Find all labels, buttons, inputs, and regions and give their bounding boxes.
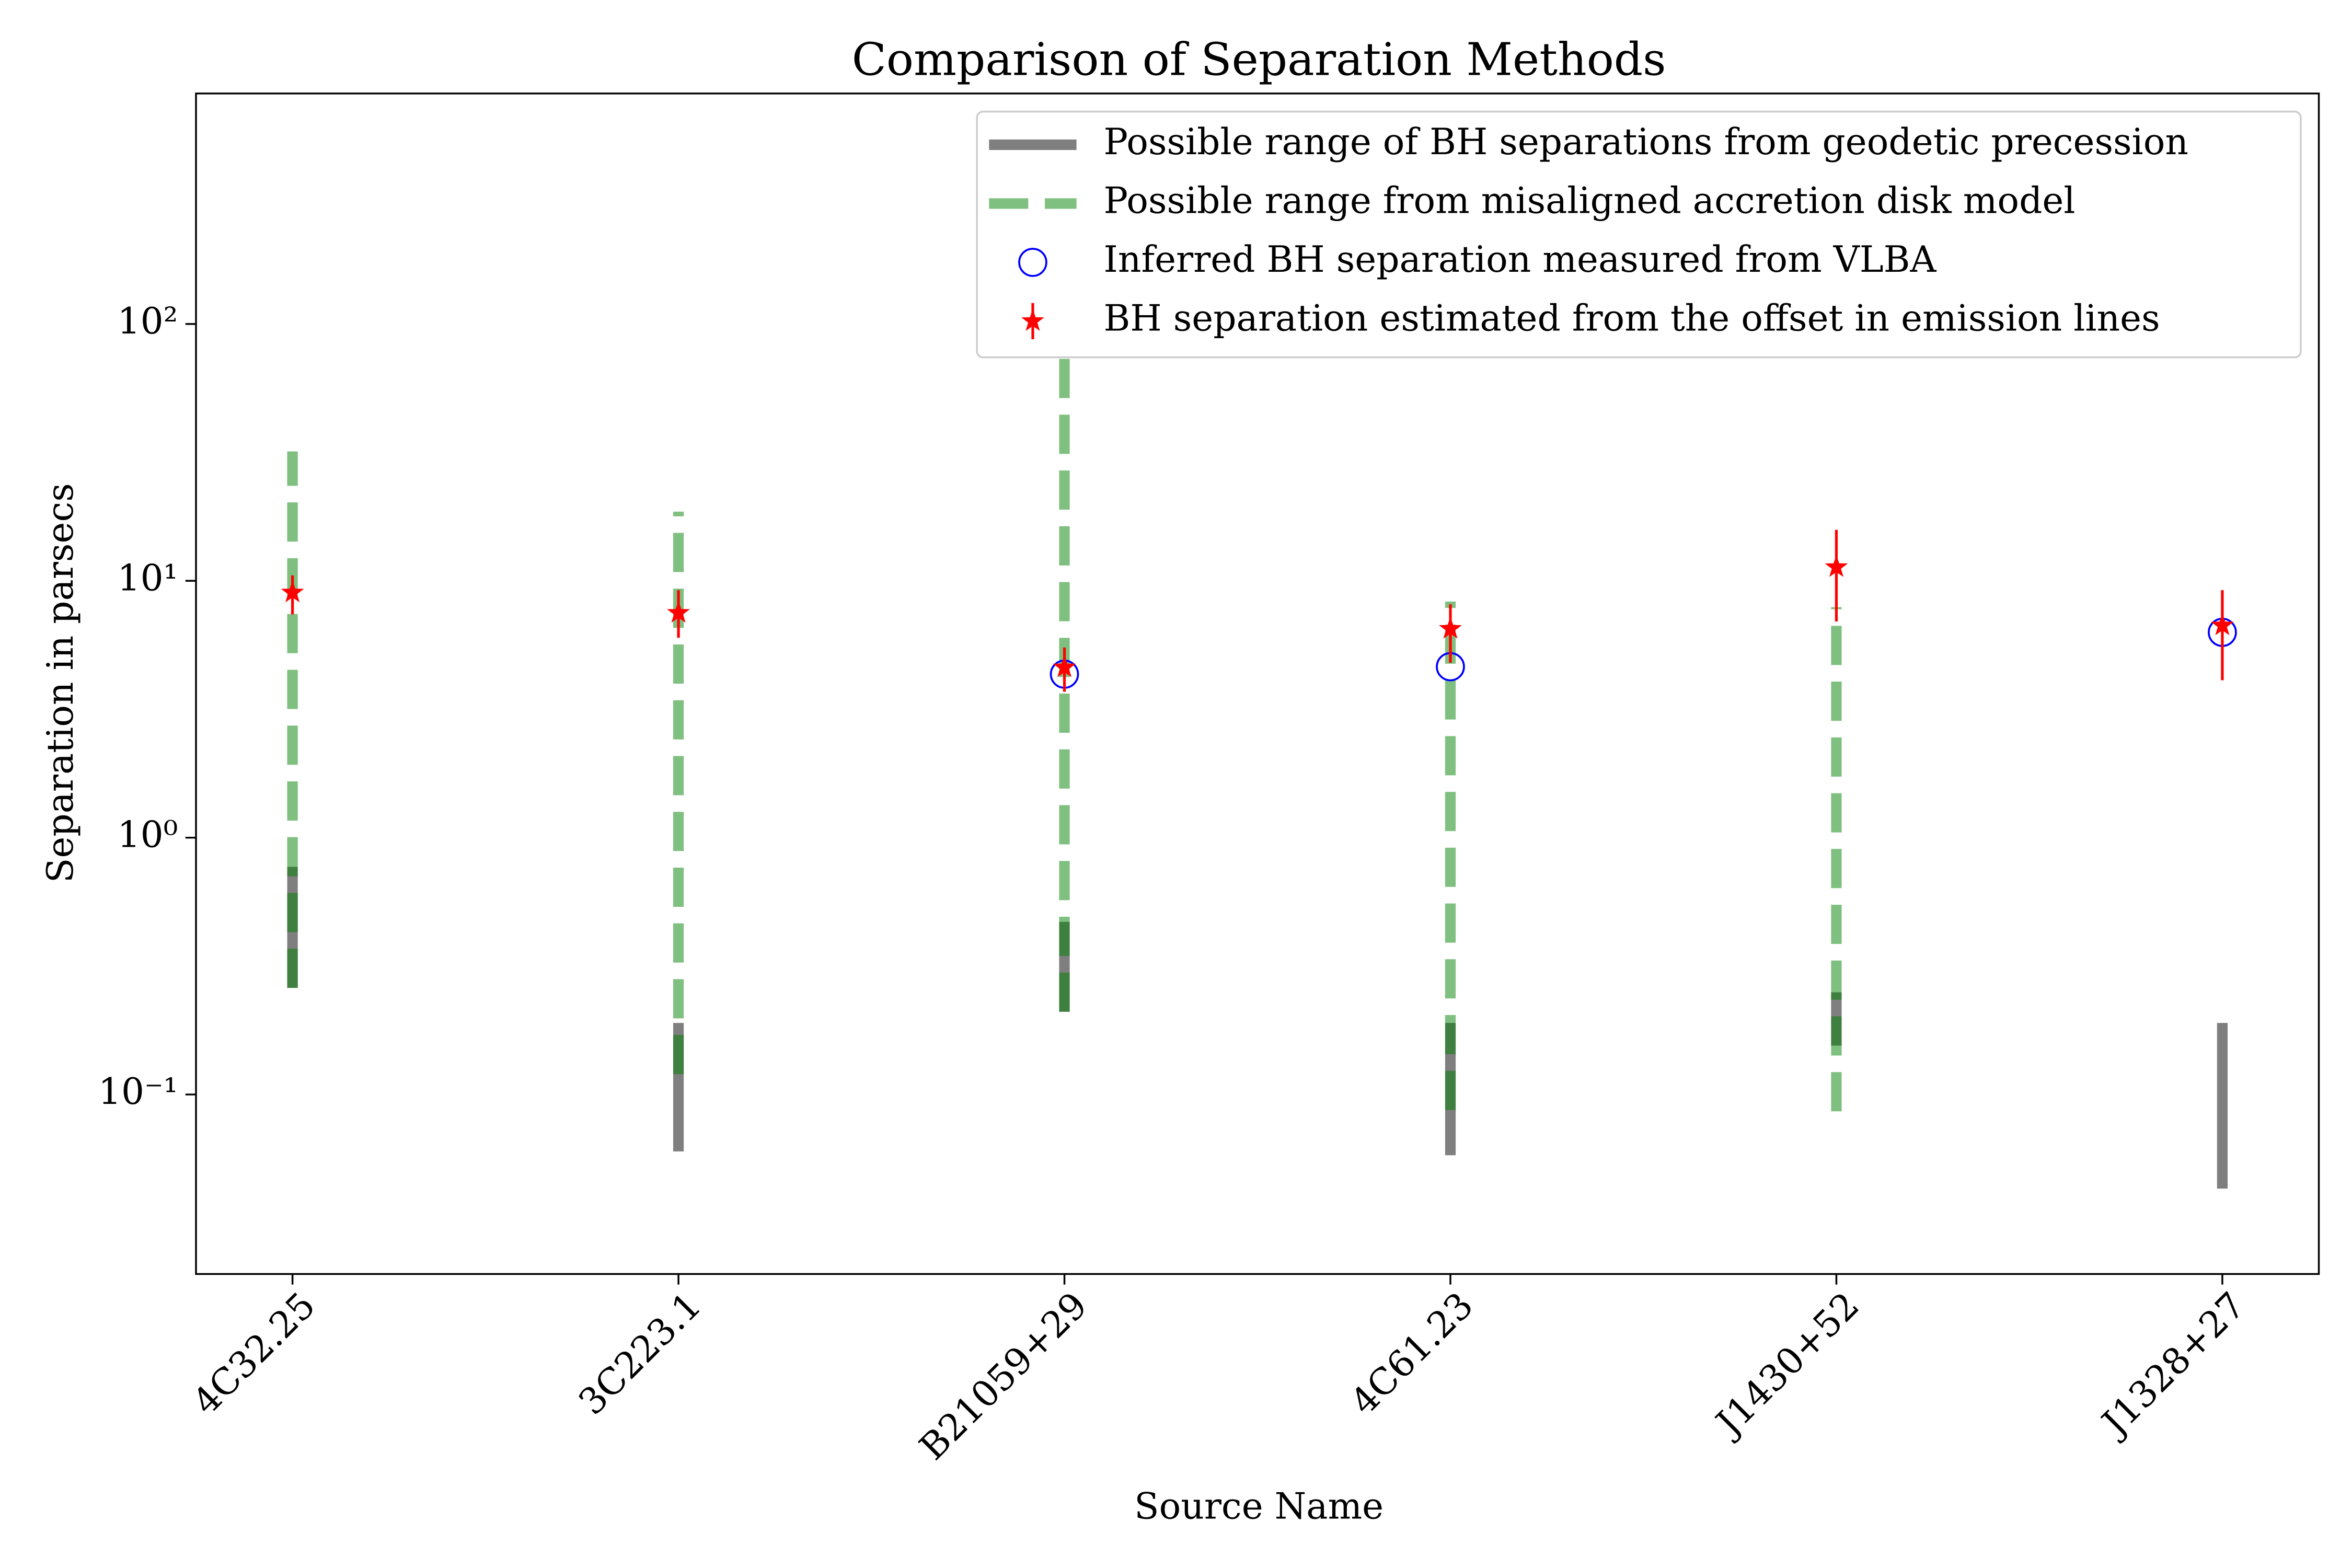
legend-handle: [1021, 309, 1044, 331]
star-marker: [2210, 613, 2234, 636]
star-marker: [281, 580, 304, 603]
y-tick-label: 10⁰: [118, 814, 178, 856]
x-tick-label: 4C61.23: [1343, 1285, 1481, 1423]
x-tick-label: B21059+29: [912, 1285, 1096, 1469]
legend-label: BH separation estimated from the offset …: [1104, 297, 2160, 339]
y-tick-label: 10²: [118, 301, 178, 342]
star-marker: [1053, 655, 1076, 677]
plot-frame: [195, 93, 2320, 1275]
chart-title: Comparison of Separation Methods: [852, 34, 1666, 86]
x-tick-label: 3C223.1: [571, 1285, 709, 1423]
x-tick-label: 4C32.25: [185, 1285, 324, 1423]
legend-box: [976, 110, 2302, 359]
legend-label: Inferred BH separation measured from VLB…: [1104, 239, 1937, 281]
legend-label: Possible range from misaligned accretion…: [1104, 180, 2076, 222]
legend-label: Possible range of BH separations from ge…: [1104, 121, 2188, 163]
y-tick-label: 10¹: [118, 557, 178, 599]
x-tick-label: J1430+52: [1707, 1285, 1867, 1446]
star-marker: [1825, 555, 1848, 577]
legend-handle: [1018, 248, 1047, 277]
star-marker: [1439, 617, 1462, 639]
y-tick-label: 10⁻¹: [98, 1071, 178, 1113]
x-tick-label: J1328+27: [2092, 1285, 2253, 1446]
x-axis-label: Source Name: [1134, 1486, 1383, 1528]
y-axis-label: Separation in parsecs: [40, 483, 82, 883]
star-marker: [667, 601, 690, 623]
